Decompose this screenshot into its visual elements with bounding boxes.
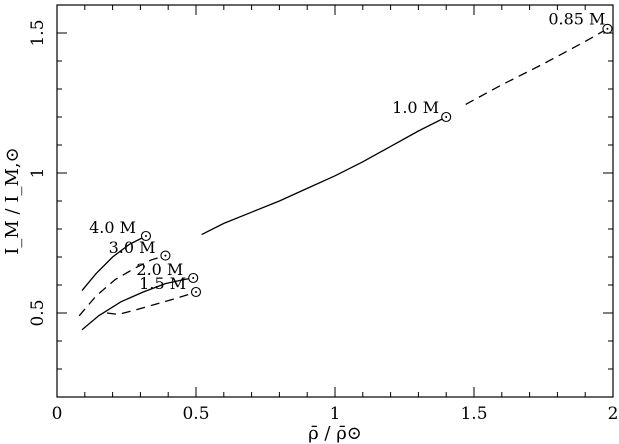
- data-point-marker-dot: [195, 291, 197, 293]
- series-annotation: 1.0 M: [392, 98, 439, 117]
- markers-group: [140, 23, 613, 298]
- x-axis-title: ρ̄ / ρ̄⊙: [308, 423, 362, 444]
- x-tick-label: 0: [52, 404, 63, 424]
- series-annotation: 1.5 M: [139, 274, 186, 293]
- y-tick-label: 1: [28, 168, 48, 179]
- series-line-2-0-M: [81, 277, 194, 331]
- x-tick-label: 1: [330, 404, 341, 424]
- series-line-1-5-M: [106, 291, 197, 316]
- x-tick-label: 0.5: [182, 404, 209, 424]
- series-annotation: 0.85 M: [548, 10, 605, 29]
- ticks-group: 0 0.5 1 1.5 2 0.5 1 1.5: [28, 4, 619, 424]
- x-tick-label: 1.5: [460, 404, 487, 424]
- axis-titles-group: ρ̄ / ρ̄⊙ I_M / I_M,⊙: [2, 147, 362, 444]
- data-point-marker-dot: [144, 235, 147, 237]
- series-line-4-0-M: [81, 235, 147, 292]
- series-annotation: 4.0 M: [89, 218, 136, 237]
- data-point-marker-dot: [445, 116, 448, 118]
- data-point-marker-dot: [606, 27, 609, 30]
- series-annotation: 2.0 M: [136, 260, 183, 279]
- annotations-group: 4.0 M3.0 M 2.0 M1.5 M 1.0 M 0.85 M: [89, 10, 605, 294]
- plot-frame: [56, 4, 614, 398]
- series-line-0-85-M: [465, 28, 608, 105]
- y-axis-title: I_M / I_M,⊙: [2, 147, 23, 254]
- series-annotation: 3.0 M: [109, 238, 156, 257]
- y-tick-label: 0.5: [28, 299, 48, 326]
- plot-frame-rect: [56, 4, 614, 398]
- series-line-1-0-M: [201, 116, 447, 236]
- data-point-marker-dot: [164, 254, 167, 257]
- series-line-3-0-M: [78, 254, 166, 317]
- data-point-marker-dot: [192, 277, 195, 279]
- y-tick-label: 1.5: [28, 19, 48, 46]
- series-group: [78, 28, 608, 331]
- x-tick-label: 2: [608, 404, 619, 424]
